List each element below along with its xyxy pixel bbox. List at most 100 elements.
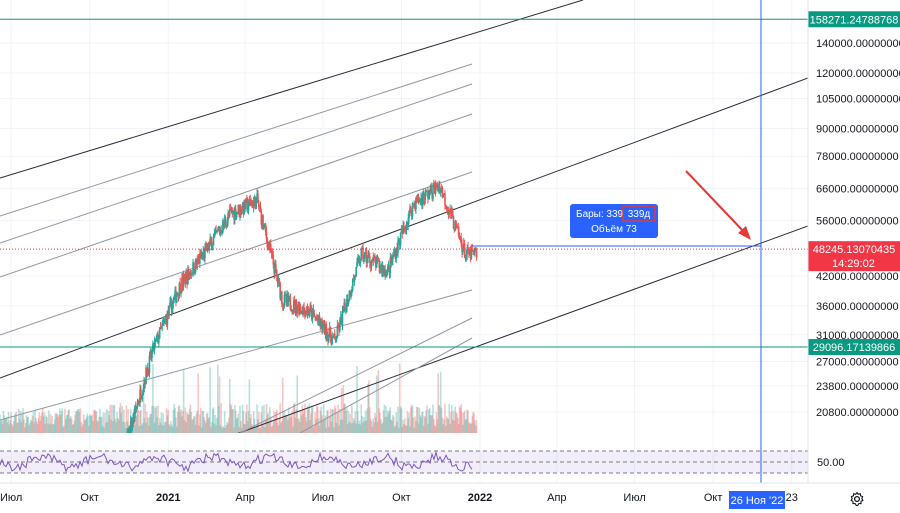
volume-bar: [58, 408, 61, 433]
volume-bar: [378, 408, 381, 433]
candle-body: [234, 208, 237, 219]
volume-bar: [191, 419, 193, 433]
fan-line: [0, 113, 473, 278]
candle-body: [201, 255, 204, 257]
candle-body: [161, 322, 164, 327]
volume-bar: [79, 408, 82, 433]
candle-body: [389, 257, 392, 273]
countdown-label: 14:29:02: [832, 258, 875, 270]
volume-bar: [429, 415, 432, 433]
candle-body: [468, 249, 470, 255]
candle-body: [263, 224, 266, 226]
volume-bar: [69, 418, 71, 433]
volume-bar: [433, 424, 436, 433]
candle-body: [265, 232, 268, 239]
volume-bar: [288, 417, 291, 433]
candle-body: [164, 317, 167, 320]
volume-bar: [392, 415, 394, 433]
candle-body: [228, 213, 230, 216]
horizontal-levels[interactable]: 158271.24788768 29096.17139866: [0, 11, 900, 356]
volume-bar: [44, 423, 47, 433]
volume-bar: [307, 409, 310, 433]
volume-bar: [184, 407, 187, 433]
volume-bar: [270, 427, 273, 433]
volume-bar: [108, 415, 111, 433]
volume-bar: [443, 419, 445, 433]
time-tick-label: 2021: [156, 492, 180, 504]
volume-bar: [117, 419, 120, 433]
settings-button[interactable]: [846, 489, 868, 509]
volume-bar: [156, 417, 158, 433]
volume-bar: [352, 417, 355, 433]
candle-body: [128, 429, 130, 433]
volume-bar: [286, 415, 288, 433]
volume-bar: [376, 422, 379, 433]
volume-bar: [300, 415, 303, 433]
candle-body: [365, 252, 368, 263]
candle-body: [332, 335, 334, 337]
volume-bar: [268, 422, 270, 433]
candle-body: [112, 485, 114, 495]
candle-body: [321, 319, 323, 330]
volume-bar: [428, 407, 431, 433]
candle-body: [187, 269, 189, 284]
volume-bar: [312, 427, 315, 433]
volume-bar: [446, 418, 449, 433]
volume-bar: [310, 405, 313, 433]
volume-bar: [97, 421, 100, 433]
volume-bar: [179, 411, 182, 433]
candle-body: [456, 223, 458, 228]
candle-body: [168, 306, 170, 315]
volume-bar: [396, 421, 398, 433]
candle-body: [253, 196, 256, 202]
volume-bar: [442, 424, 445, 433]
volume-bar: [472, 412, 474, 433]
volume-bar: [259, 427, 262, 433]
candle-body: [316, 318, 318, 321]
candle-body: [327, 333, 329, 341]
volume-bar: [220, 403, 223, 433]
candle-body: [192, 262, 194, 275]
volume-bar: [239, 405, 241, 433]
trend-channel-lines[interactable]: [0, 0, 808, 513]
volume-bar: [262, 425, 264, 433]
candle-body: [280, 291, 282, 299]
candle-body: [369, 262, 372, 267]
volume-bar: [50, 423, 53, 433]
candle-body: [272, 255, 275, 265]
volume-bar: [197, 373, 199, 433]
volume-bar: [209, 367, 211, 433]
time-tick-label: Апр: [235, 492, 254, 504]
volume-bar: [38, 412, 41, 433]
volume-bar: [248, 379, 251, 433]
volume-bar: [116, 412, 118, 433]
volume-bar: [92, 420, 94, 433]
candle-body: [146, 367, 148, 377]
candle-body: [331, 336, 334, 345]
rsi-level-label: 50.00: [817, 457, 845, 469]
volume-bar: [379, 412, 381, 433]
volume-bar: [354, 411, 357, 433]
candle-body: [164, 319, 166, 321]
candle-body: [245, 198, 247, 210]
volume-bar: [232, 409, 234, 433]
volume-bar: [365, 420, 368, 433]
volume-bar: [88, 425, 90, 433]
candle-body: [263, 224, 265, 227]
candle-body: [165, 317, 168, 325]
arrow-head-icon: [738, 226, 751, 240]
candle-body: [178, 283, 181, 297]
fan-line: [0, 171, 473, 336]
volume-bar: [122, 421, 124, 433]
candle-body: [224, 219, 227, 225]
candle-body: [392, 254, 394, 260]
candle-body: [266, 238, 269, 248]
volume-bar: [33, 422, 35, 433]
candle-body: [333, 333, 336, 340]
candle-body: [246, 198, 248, 200]
candle-body: [414, 203, 416, 210]
volume-bar: [375, 375, 378, 433]
volume-bar: [112, 405, 115, 433]
price-tick-label: 90000.00000000: [816, 124, 899, 136]
